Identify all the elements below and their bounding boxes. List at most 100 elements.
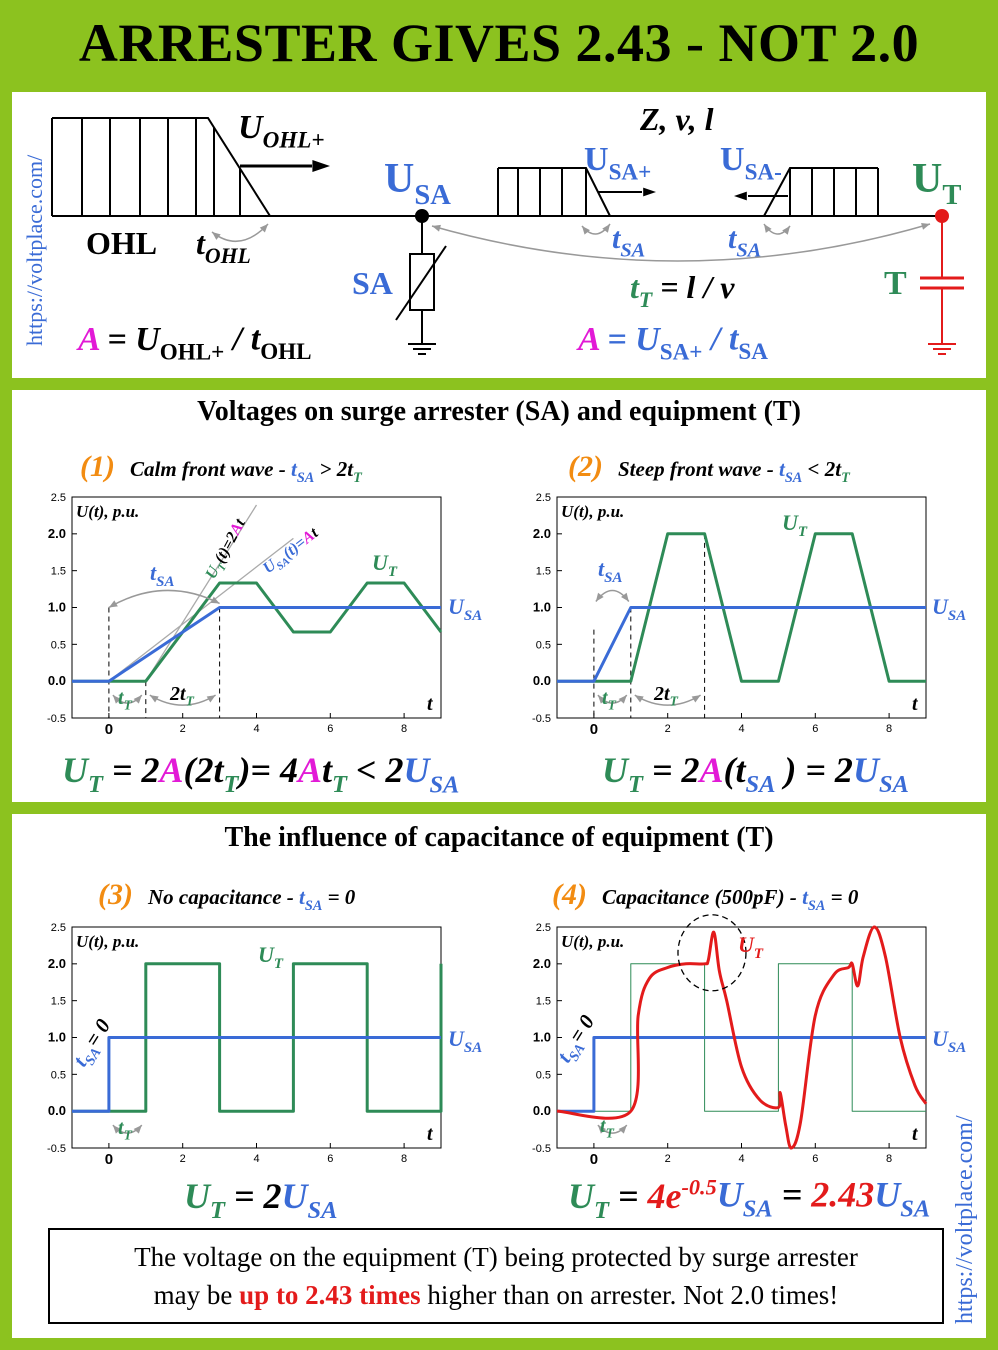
- tsa-label-1: tSA: [612, 222, 645, 261]
- chart1-2tt-arc-head: [149, 695, 159, 703]
- formula-chart4-part: SA: [900, 1196, 930, 1223]
- tsa-arc-2-head: [764, 224, 772, 233]
- tsa-arc-1-head: [602, 224, 610, 233]
- chart3-ut-label: UT: [258, 942, 284, 972]
- chart3-series-usa: [72, 1036, 441, 1113]
- chart3-caption-part: t: [299, 885, 306, 909]
- chart2-caption-part: SA: [785, 470, 802, 486]
- chart3-caption: No capacitance - tSA = 0: [147, 885, 356, 914]
- formula-chart1-part: A: [296, 750, 322, 790]
- chart1-caption-part: T: [353, 470, 363, 486]
- chart3-number: (3): [98, 878, 133, 911]
- chart3-xtick-label: 2: [180, 1153, 186, 1165]
- formula-chart4-part: 4e: [646, 1176, 681, 1216]
- zvl-label-part: Z, v, l: [639, 101, 714, 137]
- formula-right-part: SA+: [660, 340, 703, 366]
- tt-label-part: t: [630, 269, 640, 305]
- chart2-tsa-label-part: t: [598, 556, 605, 581]
- chart1-caption: Calm front wave - tSA > 2tT: [130, 457, 363, 486]
- formula-left-part: = U: [99, 321, 162, 358]
- chart1-xtick-label: 8: [401, 723, 407, 735]
- conclusion-line2c: higher than on arrester. Not 2.0 times!: [420, 1280, 839, 1310]
- chart3-usa-label-part: U: [448, 1026, 465, 1051]
- chart1-ut-eq-part: T: [215, 561, 229, 573]
- formula-chart1-part: t: [322, 750, 333, 790]
- t-ohl-label: tOHL: [196, 225, 251, 268]
- chart1-ut-label-part: U: [372, 550, 389, 575]
- chart1-tsa-arc-head: [108, 600, 118, 608]
- formula-left-part: OHL+: [160, 340, 225, 366]
- chart4-caption-part: SA: [808, 898, 825, 914]
- chart4-tt-arc-head: [597, 1125, 607, 1134]
- formula-chart4: UT = 4e-0.5USA = 2.43USA: [568, 1174, 930, 1224]
- chart1-ut-label: UT: [372, 550, 398, 580]
- usa-minus-label-part: SA-: [745, 160, 782, 186]
- chart3-tt-label: tT: [118, 1117, 133, 1143]
- site-url-left: https://voltplace.com/: [22, 154, 47, 346]
- chart4-ytick-label: 0.0: [533, 1103, 551, 1118]
- t-ohl-arc-head: [212, 232, 221, 240]
- conclusion-highlight: up to 2.43 times: [239, 1280, 421, 1310]
- chart2-tsa-label: tSA: [598, 556, 622, 586]
- formula-chart4-part: T: [594, 1197, 610, 1224]
- chart4-usa-label: USA: [932, 1026, 966, 1056]
- chart1-tt-label-part: T: [124, 698, 133, 713]
- chart1-ylabel: U(t), p.u.: [76, 502, 139, 521]
- ohl-label-part: OHL: [86, 225, 157, 261]
- chart3-xtick-label: 4: [253, 1153, 259, 1165]
- chart1-ytick-label: -0.5: [47, 713, 66, 725]
- formula-right: A = USA+ / tSA: [576, 321, 768, 366]
- chart3-ytick-label: 0.0: [48, 1103, 66, 1118]
- ut-label: UT: [912, 156, 961, 211]
- zvl-label: Z, v, l: [639, 101, 714, 137]
- chart1-caption-part: SA: [297, 470, 314, 486]
- chart4-caption-part: Capacitance (500pF) -: [602, 885, 802, 909]
- usa-minus-label-part: U: [720, 141, 745, 178]
- chart1-xtick-label: 4: [253, 723, 259, 735]
- chart4-xtick-label: 2: [665, 1153, 671, 1165]
- chart1-ytick-label: 0.0: [48, 673, 66, 688]
- u-ohl-label-part: U: [238, 109, 265, 146]
- chart1-usa-label-part: U: [448, 594, 465, 619]
- section3-title: The influence of capacitance of equipmen…: [224, 822, 774, 853]
- formula-chart1-part: T: [223, 771, 239, 798]
- tt-label-part: T: [639, 288, 653, 312]
- chart2-number: (2): [568, 450, 603, 483]
- chart4-ytick-label: 1.5: [536, 996, 551, 1008]
- chart3-xtick-label: 8: [401, 1153, 407, 1165]
- page-title: ARRESTER GIVES 2.43 - NOT 2.0: [78, 13, 920, 73]
- ohl-wave-front: [52, 117, 271, 217]
- chart2-caption: Steep front wave - tSA < 2tT: [618, 457, 851, 486]
- formula-chart3-part: SA: [307, 1197, 337, 1224]
- chart4-xtick-label: 0: [590, 1151, 598, 1168]
- chart2-caption-part: T: [841, 470, 851, 486]
- formula-chart2-part: = 2: [643, 750, 700, 790]
- tt-arc: [431, 223, 931, 262]
- sa-label-part: SA: [352, 265, 393, 301]
- usa-minus-arrow-head: [734, 191, 747, 201]
- chart2-ytick-label: 0.0: [533, 673, 551, 688]
- chart2-2tt-arc-head: [634, 695, 644, 703]
- formula-chart1-part: T: [88, 771, 104, 798]
- chart1-ytick-label: 2.5: [51, 492, 66, 504]
- chart4-tsa-label-part: SA: [566, 1041, 589, 1064]
- t-ohl-arc: [211, 223, 269, 243]
- chart1-tt-arc-head: [112, 695, 122, 704]
- chart1-caption-part: > 2t: [314, 457, 354, 481]
- chart1-xlabel: t: [427, 693, 434, 715]
- ut-label-part: T: [942, 180, 961, 211]
- formula-chart4-part: U: [874, 1174, 902, 1214]
- chart2-series-usa: [557, 606, 926, 683]
- conclusion-line2a: may be: [153, 1280, 240, 1310]
- formula-chart1-part: T: [332, 771, 348, 798]
- usa-minus-label: USA-: [720, 141, 782, 186]
- chart2-tsa-arc-head: [621, 592, 629, 602]
- title-bar: ARRESTER GIVES 2.43 - NOT 2.0: [10, 8, 988, 80]
- tsa-label-2: tSA: [728, 222, 761, 261]
- formula-chart1: UT = 2A(2tT)= 4AtT < 2USA: [62, 750, 459, 798]
- tsa-label-1-part: t: [612, 222, 622, 255]
- ohl-label: OHL: [86, 225, 157, 261]
- chart2-ytick-label: 2.0: [533, 526, 551, 541]
- chart3-ytick-label: 1.5: [51, 996, 66, 1008]
